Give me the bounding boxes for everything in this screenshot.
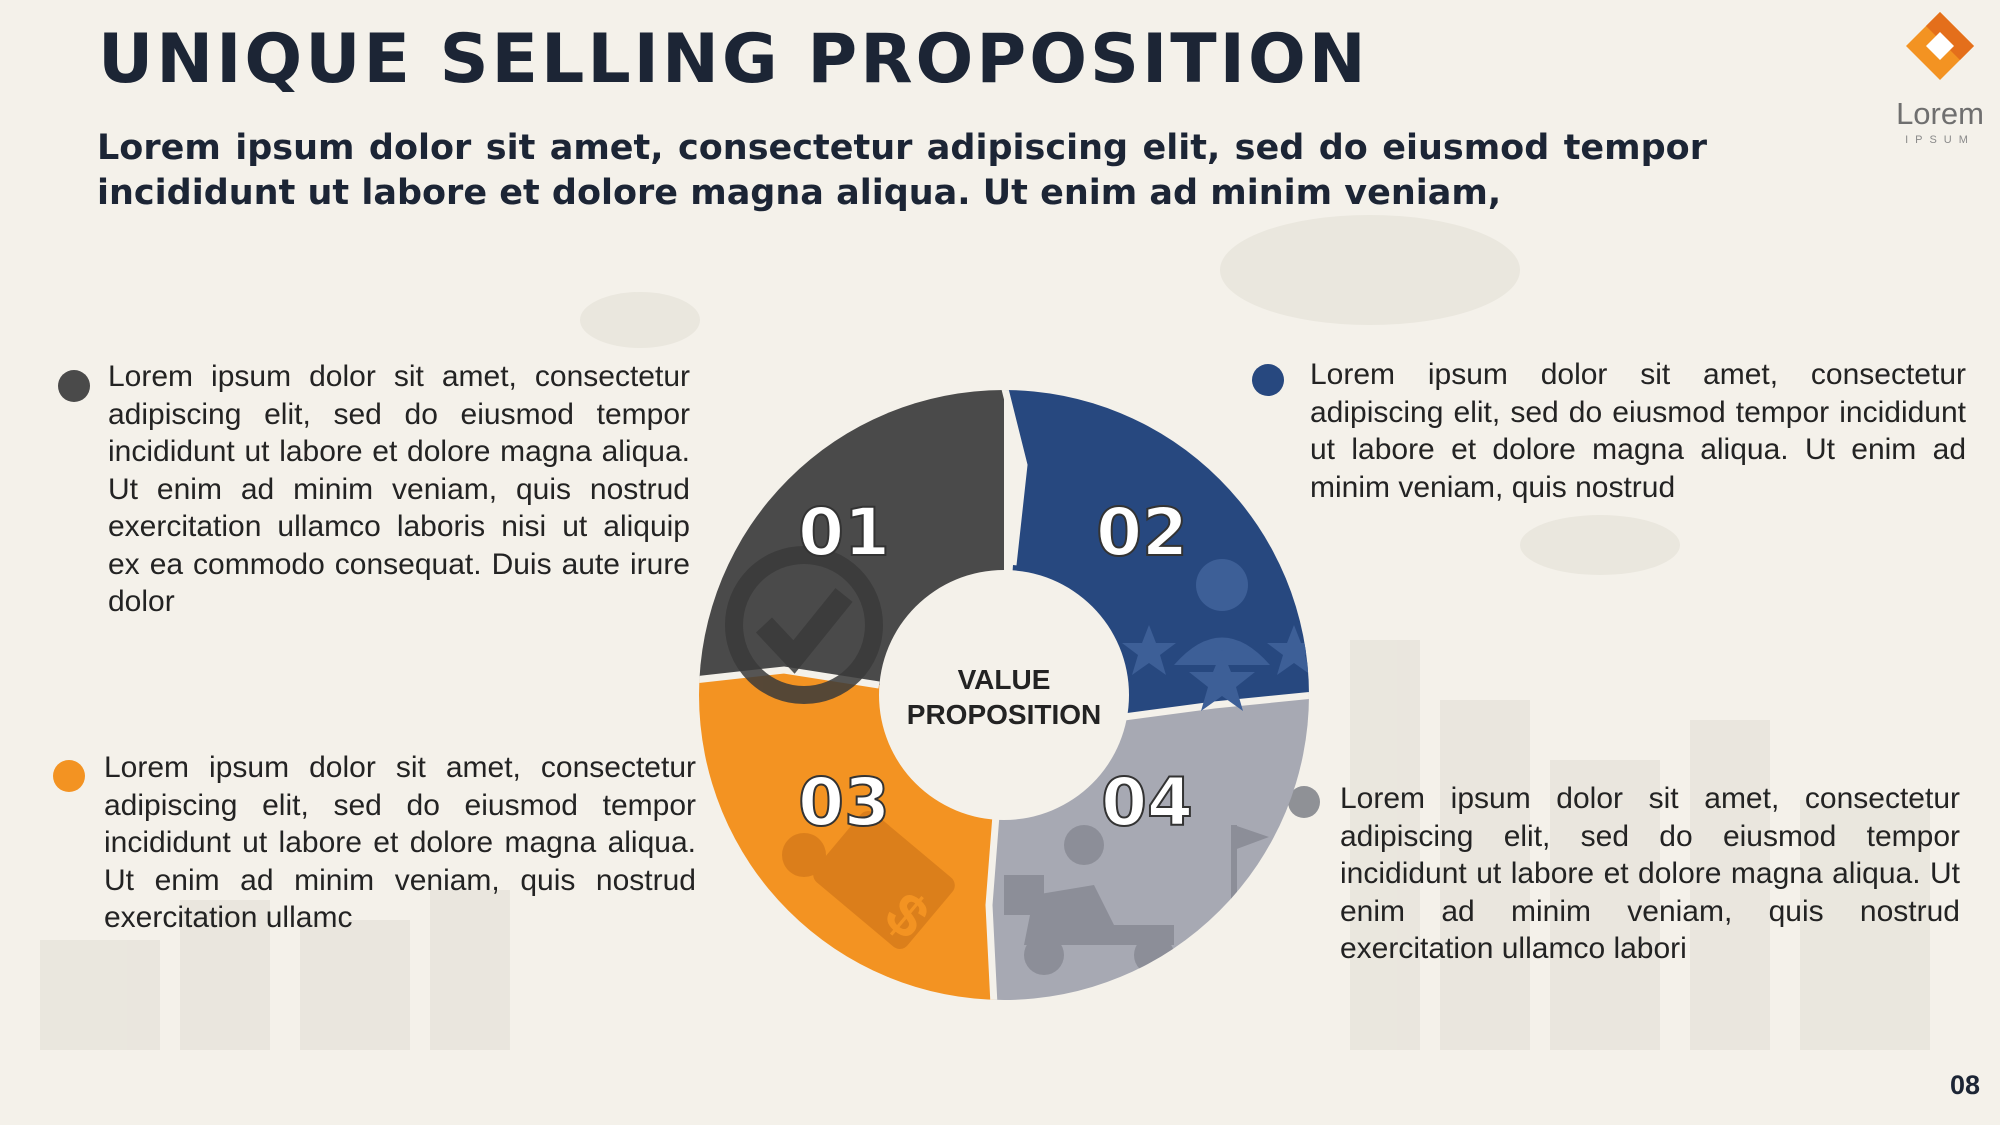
bullet-02 [1252, 364, 1284, 396]
center-label-line1: VALUE [958, 664, 1051, 695]
logo-mark-icon [1906, 12, 1974, 80]
bullet-01 [58, 370, 90, 402]
page-number: 08 [1949, 1070, 1980, 1100]
person-stars-icon [1122, 559, 1309, 711]
company-logo: Lorem IPSUM [1888, 10, 1992, 146]
value-proposition-donut: $ VALUE PROPOSITION 01 02 03 04 [699, 390, 1309, 1000]
segment-04-number: 04 [1101, 764, 1193, 841]
point-01-text: Lorem ipsum dolor sit amet, consectetur … [108, 360, 690, 618]
bullet-03 [53, 760, 85, 792]
point-02-text: Lorem ipsum dolor sit amet, consectetur … [1310, 358, 1966, 504]
logo-text: Lorem [1896, 96, 1984, 131]
segment-02-number: 02 [1096, 494, 1188, 571]
delivery-scooter-icon [1004, 825, 1269, 975]
center-circle [879, 570, 1129, 820]
slide-title: UNIQUE SELLING PROPOSITION [98, 20, 1369, 99]
logo-subtext: IPSUM [1905, 134, 1975, 146]
gear-check-icon [725, 546, 883, 704]
segment-01-number: 01 [798, 494, 890, 571]
center-label-line2: PROPOSITION [907, 699, 1101, 730]
hand-money-icon [782, 811, 955, 949]
point-04-text: Lorem ipsum dolor sit amet, consectetur … [1340, 782, 1960, 965]
slide-subtitle: Lorem ipsum dolor sit amet, consectetur … [97, 128, 1707, 213]
point-03-text: Lorem ipsum dolor sit amet, consectetur … [104, 751, 696, 934]
segment-03-number: 03 [798, 764, 890, 841]
